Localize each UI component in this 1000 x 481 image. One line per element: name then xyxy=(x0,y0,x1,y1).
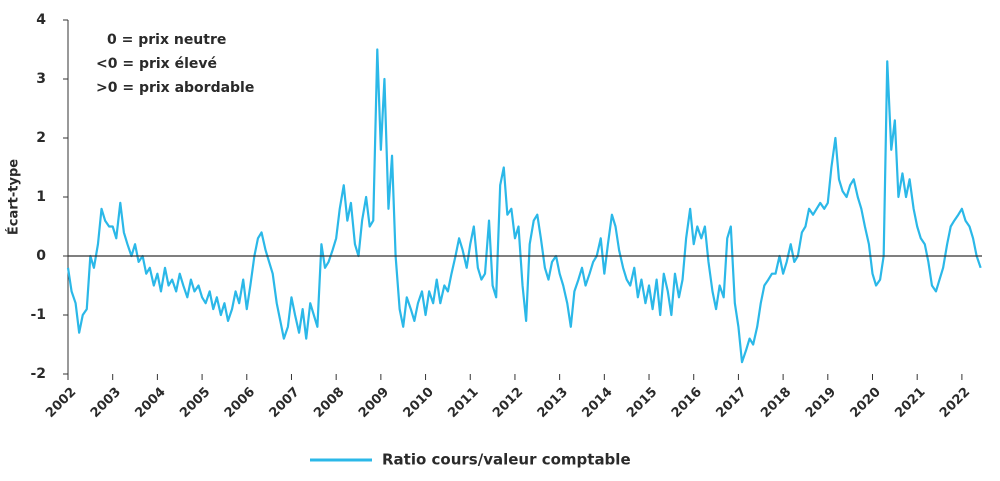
x-tick-label: 2019 xyxy=(803,385,839,421)
data-line xyxy=(66,48,982,364)
y-tick-label: 0 xyxy=(36,248,46,264)
y-tick-label: 1 xyxy=(36,189,46,205)
x-tick-label: 2006 xyxy=(222,385,258,421)
legend-label: Ratio cours/valeur comptable xyxy=(382,451,631,469)
annotation: >0 = prix abordable xyxy=(96,80,254,96)
x-tick-label: 2015 xyxy=(624,385,660,421)
annotation: <0 = prix élevé xyxy=(96,56,217,72)
x-tick-label: 2011 xyxy=(445,385,481,421)
y-tick-label: -2 xyxy=(30,366,46,382)
x-tick-label: 2012 xyxy=(490,385,526,421)
x-tick-label: 2013 xyxy=(535,385,571,421)
x-tick-label: 2002 xyxy=(43,385,79,421)
x-tick-label: 2004 xyxy=(132,385,168,421)
annotation: 0 = prix neutre xyxy=(107,32,226,48)
y-tick-label: 2 xyxy=(36,130,46,146)
y-tick-label: 4 xyxy=(36,12,46,28)
x-tick-label: 2010 xyxy=(401,385,437,421)
x-tick-label: 2021 xyxy=(892,385,928,421)
y-tick-label: -1 xyxy=(30,307,46,323)
x-tick-label: 2022 xyxy=(937,385,973,421)
x-tick-label: 2005 xyxy=(177,385,213,421)
y-axis-label: Écart-type xyxy=(6,159,22,235)
x-tick-label: 2003 xyxy=(88,385,124,421)
x-tick-label: 2007 xyxy=(267,385,303,421)
x-tick-label: 2018 xyxy=(758,385,794,421)
x-tick-label: 2008 xyxy=(311,385,347,421)
x-tick-label: 2016 xyxy=(669,385,705,421)
x-tick-label: 2020 xyxy=(848,385,884,421)
x-tick-label: 2017 xyxy=(714,385,750,421)
x-tick-label: 2014 xyxy=(579,385,615,421)
x-tick-label: 2009 xyxy=(356,385,392,421)
y-tick-label: 3 xyxy=(36,71,46,87)
